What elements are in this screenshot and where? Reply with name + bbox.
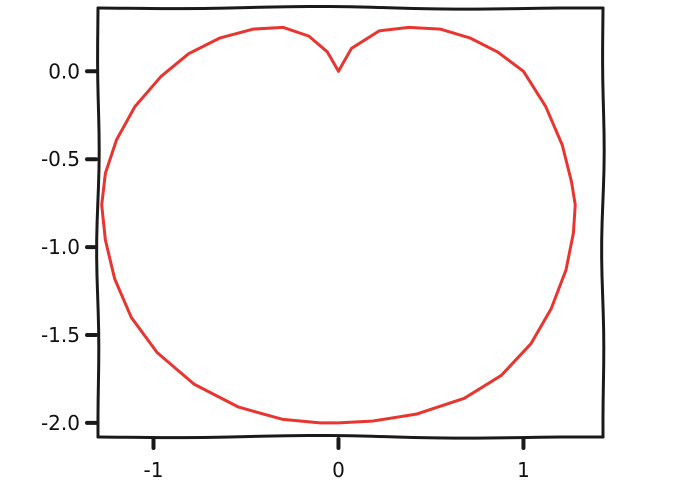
tick-labels: -1 0 1 0.0 -0.5 -1.0 -1.5 -2.0 [41,59,530,482]
axes-frame [95,4,606,440]
bottom-spine [96,433,605,440]
y-tick-label-0: 0.0 [48,59,80,83]
y-tick-label-1: -0.5 [41,147,80,171]
y-tick-label-3: -1.5 [41,323,80,347]
x-tick-label-0: -1 [144,458,164,482]
series-line-0 [100,25,577,425]
plot-area [100,25,577,425]
right-spine [600,6,606,439]
x-tick-label-1: 0 [332,458,345,482]
tick-marks [85,69,526,450]
y-tick-label-4: -2.0 [41,411,80,435]
y-tick-label-2: -1.0 [41,235,80,259]
left-spine [95,6,101,439]
x-tick-label-2: 1 [517,458,530,482]
top-spine [96,4,605,11]
